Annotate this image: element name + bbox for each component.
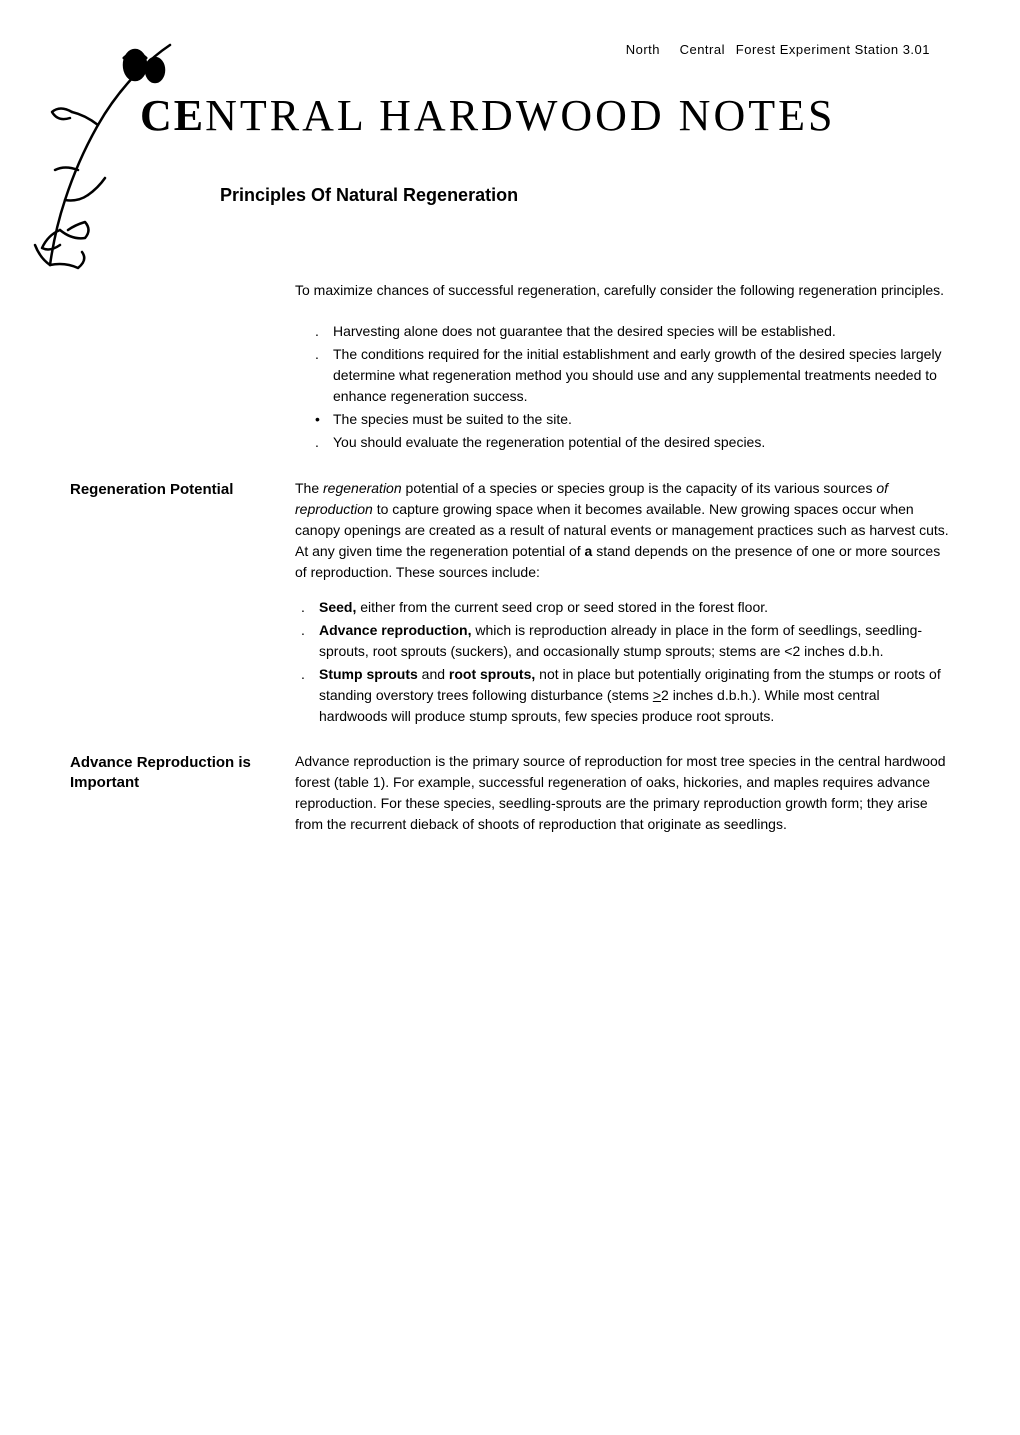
section-advance-reproduction: Advance Reproduction is Important Advanc… <box>70 751 950 835</box>
section-regeneration-potential: Regeneration Potential The regeneration … <box>70 478 950 729</box>
list-item: . You should evaluate the regeneration p… <box>315 432 950 453</box>
text-run-bold: Advance reproduction, <box>319 622 471 638</box>
bullet-icon: . <box>301 597 319 618</box>
bullet-text: The species must be suited to the site. <box>333 409 950 430</box>
bullet-icon: • <box>315 409 333 430</box>
title-ce: CE <box>140 91 205 140</box>
section-body: Advance reproduction is the primary sour… <box>295 751 950 835</box>
bullet-text: Seed, either from the current seed crop … <box>319 597 950 618</box>
bullet-text: Harvesting alone does not guarantee that… <box>333 321 950 342</box>
list-item: • The species must be suited to the site… <box>315 409 950 430</box>
text-run: The <box>295 480 323 496</box>
list-item: . Stump sprouts and root sprouts, not in… <box>301 664 950 727</box>
header-forest: Forest Experiment Station 3.01 <box>736 42 930 57</box>
text-run-bold: Seed, <box>319 599 356 615</box>
content-body: To maximize chances of successful regene… <box>70 280 950 857</box>
bullet-text: You should evaluate the regeneration pot… <box>333 432 950 453</box>
bullet-text: The conditions required for the initial … <box>333 344 950 407</box>
intro-paragraph: To maximize chances of successful regene… <box>295 280 950 301</box>
text-run-italic: regeneration <box>323 480 402 496</box>
header-north: North <box>626 42 660 57</box>
text-run: and <box>418 666 449 682</box>
list-item: . Advance reproduction, which is reprodu… <box>301 620 950 662</box>
principles-list: . Harvesting alone does not guarantee th… <box>315 321 950 453</box>
text-run-bold: Stump sprouts <box>319 666 418 682</box>
text-run: either from the current seed crop or see… <box>356 599 768 615</box>
logo-oak-branch <box>30 30 200 270</box>
main-title: CENTRAL HARDWOOD NOTES <box>140 90 835 141</box>
bullet-icon: . <box>301 620 319 662</box>
section-label: Advance Reproduction is Important <box>70 751 295 835</box>
section-body: The regeneration potential of a species … <box>295 478 950 729</box>
header-central: Central <box>680 42 725 57</box>
bullet-icon: . <box>301 664 319 727</box>
subtitle: Principles Of Natural Regeneration <box>220 185 518 206</box>
title-rest: NTRAL HARDWOOD NOTES <box>205 91 835 140</box>
text-run-underline: > <box>653 687 661 703</box>
bullet-text: Advance reproduction, which is reproduct… <box>319 620 950 662</box>
list-item: . Harvesting alone does not guarantee th… <box>315 321 950 342</box>
bullet-icon: . <box>315 321 333 342</box>
bullet-icon: . <box>315 344 333 407</box>
bullet-text: Stump sprouts and root sprouts, not in p… <box>319 664 950 727</box>
section-label: Regeneration Potential <box>70 478 295 729</box>
text-run-bold: root sprouts, <box>449 666 535 682</box>
list-item: . The conditions required for the initia… <box>315 344 950 407</box>
list-item: . Seed, either from the current seed cro… <box>301 597 950 618</box>
regen-bullets: . Seed, either from the current seed cro… <box>301 597 950 727</box>
bullet-icon: . <box>315 432 333 453</box>
text-run: potential of a species or species group … <box>402 480 877 496</box>
